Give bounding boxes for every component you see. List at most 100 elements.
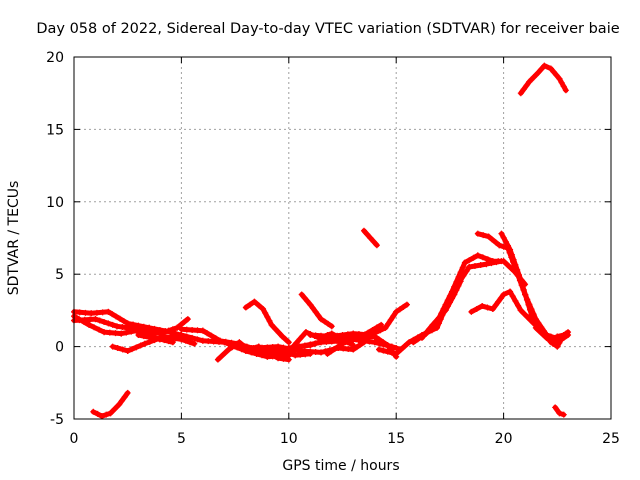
data-point-marker xyxy=(345,346,352,353)
data-point-marker xyxy=(105,308,112,315)
data-point-marker xyxy=(240,346,247,353)
data-point-marker xyxy=(470,254,477,261)
data-point-marker xyxy=(371,333,378,340)
data-point-marker xyxy=(312,349,319,356)
data-point-marker xyxy=(364,231,371,238)
data-point-marker xyxy=(382,324,389,331)
y-tick-label: 20 xyxy=(46,50,64,66)
data-point-marker xyxy=(105,320,112,327)
data-point-marker xyxy=(459,264,466,271)
data-point-marker xyxy=(521,310,528,317)
data-point-marker xyxy=(388,349,395,356)
data-point-marker xyxy=(123,329,130,336)
data-point-marker xyxy=(189,334,196,341)
data-point-marker xyxy=(189,326,196,333)
x-axis-label: GPS time / hours xyxy=(282,458,399,474)
data-point-marker xyxy=(370,238,377,245)
data-point-marker xyxy=(323,333,330,340)
data-point-marker xyxy=(251,298,258,305)
data-point-marker xyxy=(328,333,335,340)
data-point-marker xyxy=(525,301,532,308)
data-point-marker xyxy=(236,339,243,346)
data-point-marker xyxy=(384,348,391,355)
data-point-marker xyxy=(449,295,456,302)
data-point-marker xyxy=(183,333,190,340)
data-point-marker xyxy=(558,335,565,342)
data-point-marker xyxy=(290,343,297,350)
data-point-marker xyxy=(396,306,403,313)
data-point-marker xyxy=(307,301,314,308)
data-point-marker xyxy=(434,324,441,331)
data-point-marker xyxy=(165,327,172,334)
data-point-marker xyxy=(509,293,516,300)
data-point-marker xyxy=(318,316,325,323)
data-point-marker xyxy=(480,232,487,239)
data-point-marker xyxy=(232,343,239,350)
data-point-marker xyxy=(446,299,453,306)
data-point-marker xyxy=(304,298,311,305)
data-point-marker xyxy=(280,355,287,362)
data-point-marker xyxy=(116,401,123,408)
data-point-marker xyxy=(500,243,507,250)
data-point-marker xyxy=(556,75,563,82)
data-point-marker xyxy=(531,315,538,322)
data-point-marker xyxy=(133,327,140,334)
data-point-marker xyxy=(393,308,400,315)
data-point-marker xyxy=(285,356,292,363)
data-point-marker xyxy=(401,343,408,350)
data-point-marker xyxy=(484,256,491,263)
data-point-marker xyxy=(218,353,225,360)
data-point-marker xyxy=(533,318,540,325)
data-point-marker xyxy=(315,312,322,319)
y-tick-label: -5 xyxy=(50,412,64,428)
data-point-marker xyxy=(282,336,289,343)
data-point-marker xyxy=(524,313,531,320)
data-point-marker xyxy=(318,332,325,339)
data-point-marker xyxy=(517,90,524,97)
data-point-marker xyxy=(468,308,475,315)
data-point-marker xyxy=(296,336,303,343)
data-point-marker xyxy=(81,318,88,325)
data-point-marker xyxy=(360,334,367,341)
data-point-marker xyxy=(461,259,468,266)
data-point-marker xyxy=(385,320,392,327)
data-point-marker xyxy=(183,326,190,333)
axis-ticks: 0 5 10 15 20 25 -5 0 5 10 15 20 xyxy=(46,50,620,447)
data-point-marker xyxy=(182,337,189,344)
data-point-marker xyxy=(302,329,309,336)
series-arc-25 xyxy=(90,389,131,420)
data-point-marker xyxy=(194,336,201,343)
data-point-marker xyxy=(507,288,514,295)
data-point-marker xyxy=(162,335,169,342)
data-point-marker xyxy=(541,62,548,69)
series-trace xyxy=(533,325,567,350)
data-point-marker xyxy=(552,404,559,411)
data-point-marker xyxy=(124,324,131,331)
data-point-marker xyxy=(523,296,530,303)
data-point-marker xyxy=(247,301,254,308)
data-point-marker xyxy=(128,328,135,335)
data-point-marker xyxy=(492,239,499,246)
x-tick-label: 5 xyxy=(177,431,186,447)
data-point-marker xyxy=(496,242,503,249)
data-point-marker xyxy=(547,339,554,346)
data-point-marker xyxy=(222,349,229,356)
data-point-marker xyxy=(538,66,545,73)
data-point-marker xyxy=(268,350,275,357)
data-point-marker xyxy=(107,410,114,417)
data-point-marker xyxy=(560,332,567,339)
data-point-marker xyxy=(151,329,158,336)
y-tick-label: 15 xyxy=(46,122,64,138)
data-point-marker xyxy=(515,271,522,278)
data-point-marker xyxy=(556,410,563,417)
data-point-marker xyxy=(519,281,526,288)
data-point-marker xyxy=(520,86,527,93)
data-point-marker xyxy=(418,334,425,341)
data-point-marker xyxy=(340,345,347,352)
data-point-marker xyxy=(479,303,486,310)
data-point-marker xyxy=(371,339,378,346)
data-point-marker xyxy=(543,334,550,341)
data-point-marker xyxy=(101,329,108,336)
data-point-marker xyxy=(156,336,163,343)
data-point-marker xyxy=(249,349,256,356)
